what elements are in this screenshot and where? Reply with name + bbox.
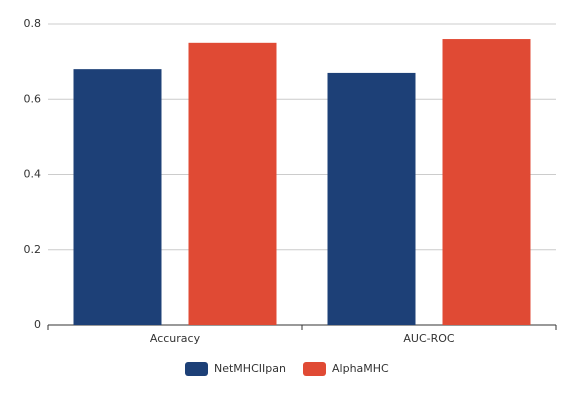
x-tick-label: Accuracy: [150, 332, 201, 345]
y-tick-label: 0: [34, 318, 41, 331]
y-tick-label: 0.2: [24, 243, 42, 256]
x-tick-label: AUC-ROC: [403, 332, 455, 345]
bar: [442, 39, 531, 326]
y-tick-label: 0.4: [24, 168, 42, 181]
bar: [327, 72, 416, 325]
bar: [188, 42, 277, 325]
legend-swatch: [185, 362, 208, 376]
legend-swatch: [303, 362, 326, 376]
y-tick-label: 0.6: [24, 92, 42, 105]
legend-label: AlphaMHC: [332, 362, 389, 375]
legend-label: NetMHCIIpan: [214, 362, 286, 375]
bar: [73, 69, 162, 326]
y-tick-label: 0.8: [24, 17, 42, 30]
